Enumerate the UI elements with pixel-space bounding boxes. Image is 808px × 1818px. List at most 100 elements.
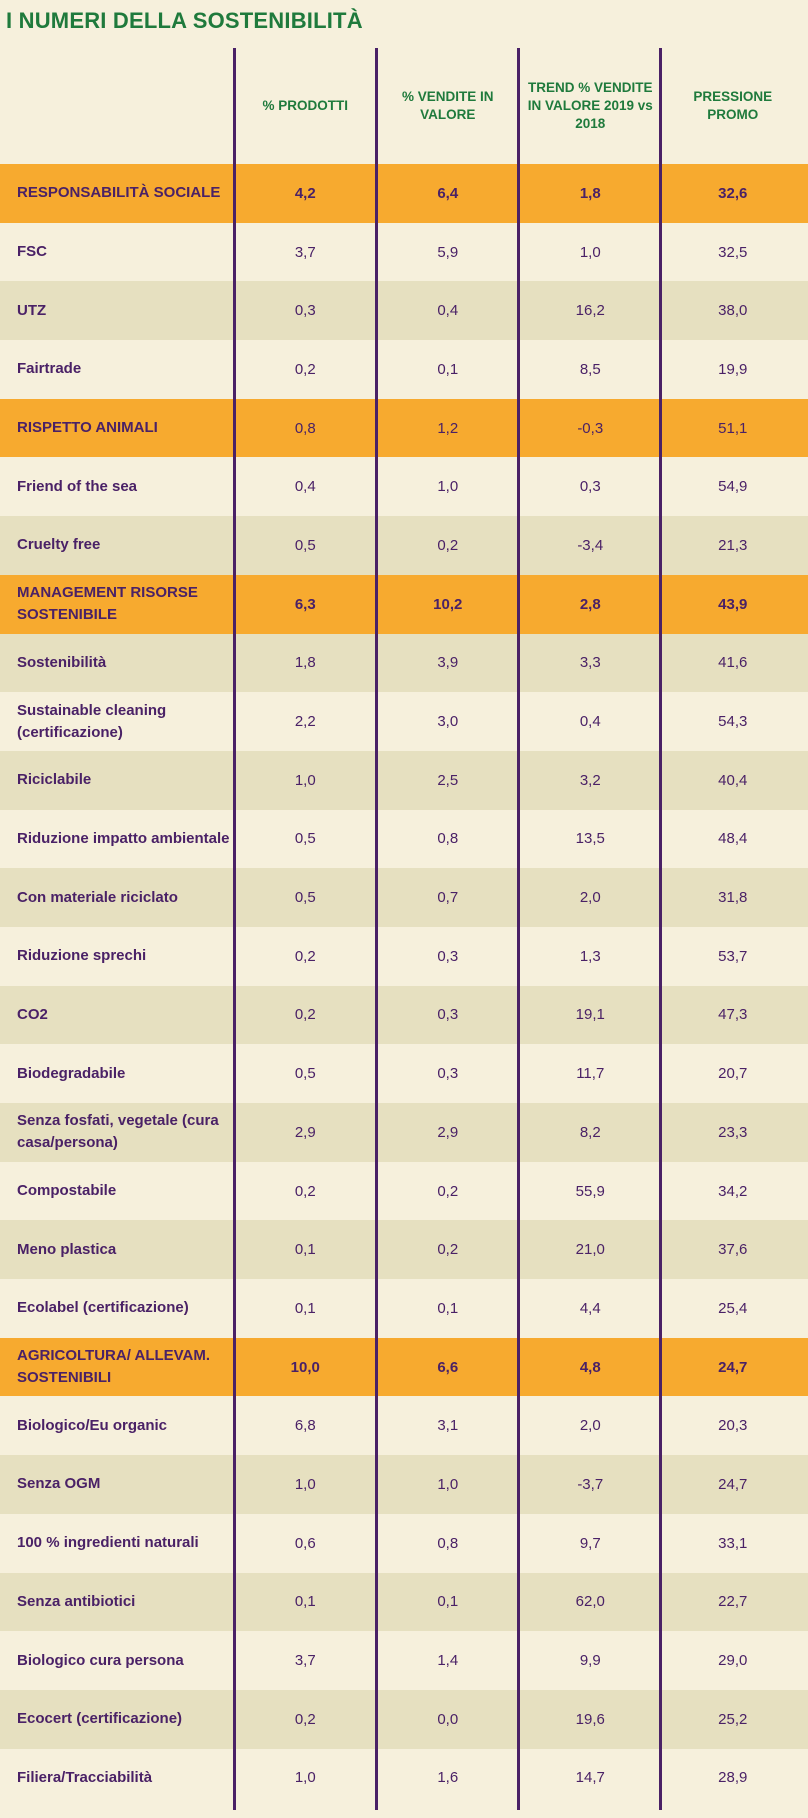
cell-trend: 19,6 (575, 1710, 605, 1728)
cell-prodotti: 0,8 (294, 419, 316, 437)
table-row: Ecocert (certificazione) 0,2 0,0 19,6 25,2 (0, 1689, 808, 1749)
cell-prodotti: 0,2 (294, 1182, 316, 1200)
table-row: Biodegradabile 0,5 0,3 11,7 20,7 (0, 1044, 808, 1103)
row-label: Ecocert (certificazione) (17, 1710, 183, 1728)
table-row: Riduzione sprechi 0,2 0,3 1,3 53,7 (0, 926, 808, 986)
cell-trend: 1,8 (579, 184, 601, 202)
cell-trend: 13,5 (575, 830, 605, 848)
cell-vendite-valore: 0,2 (437, 536, 459, 554)
sustainability-table: % PRODOTTI % VENDITE IN VALORE TREND % V… (0, 48, 808, 1808)
cell-vendite-valore: 0,4 (437, 302, 459, 320)
cell-prodotti: 0,1 (294, 1299, 316, 1317)
cell-vendite-valore: 0,1 (437, 360, 459, 378)
row-label: Biologico/Eu organic (17, 1416, 168, 1434)
table-row: UTZ 0,3 0,4 16,2 38,0 (0, 281, 808, 341)
row-label: 100 % ingredienti naturali (17, 1534, 199, 1552)
cell-vendite-valore: 0,3 (437, 947, 459, 965)
cell-vendite-valore: 1,2 (437, 419, 459, 437)
cell-prodotti: 0,2 (294, 947, 316, 965)
cell-trend: 4,4 (579, 1299, 601, 1317)
row-label: Cruelty free (17, 536, 101, 554)
cell-trend: -3,4 (577, 536, 604, 554)
cell-vendite-valore: 0,2 (437, 1241, 459, 1259)
cell-pressione-promo: 47,3 (718, 1006, 748, 1024)
cell-prodotti: 2,2 (294, 713, 316, 731)
cell-prodotti: 0,1 (294, 1241, 316, 1259)
table-row: Friend of the sea 0,4 1,0 0,3 54,9 (0, 457, 808, 517)
cell-pressione-promo: 24,7 (718, 1358, 748, 1376)
cell-prodotti: 1,8 (294, 654, 316, 672)
cell-trend: 62,0 (575, 1593, 605, 1611)
cell-prodotti: 2,9 (294, 1123, 316, 1141)
header-vendite-valore: % VENDITE IN VALORE (401, 89, 494, 122)
cell-pressione-promo: 20,7 (718, 1065, 748, 1083)
table-row: FSC 3,7 5,9 1,0 32,5 (0, 222, 808, 282)
column-divider (375, 48, 378, 1810)
row-label: AGRICOLTURA/ ALLEVAM. SOSTENIBILI (17, 1347, 211, 1387)
cell-prodotti: 0,2 (294, 1710, 316, 1728)
cell-vendite-valore: 2,9 (437, 1123, 459, 1141)
cell-pressione-promo: 37,6 (718, 1241, 748, 1259)
cell-vendite-valore: 0,8 (437, 1534, 459, 1552)
row-label: Senza antibiotici (17, 1592, 136, 1610)
row-label: MANAGEMENT RISORSE SOSTENIBILE (17, 584, 198, 624)
table-row: Sustainable cleaning (certificazione) 2,2… (0, 692, 808, 751)
table-row: Senza OGM 1,0 1,0 -3,7 24,7 (0, 1455, 808, 1514)
row-label: RESPONSABILITÀ SOCIALE (17, 184, 221, 202)
row-label: Friend of the sea (17, 477, 138, 495)
cell-trend: 0,4 (579, 713, 601, 731)
cell-prodotti: 1,0 (294, 1475, 316, 1493)
category-row: RESPONSABILITÀ SOCIALE 4,2 6,4 1,8 32,6 (0, 164, 808, 223)
cell-vendite-valore: 3,1 (437, 1417, 459, 1435)
table-row: Ecolabel (certificazione) 0,1 0,1 4,4 25,4 (0, 1279, 808, 1338)
cell-pressione-promo: 24,7 (718, 1475, 748, 1493)
cell-trend: -3,7 (577, 1475, 604, 1493)
header-prodotti: % PRODOTTI (262, 98, 348, 113)
table-row: Compostabile 0,2 0,2 55,9 34,2 (0, 1161, 808, 1221)
cell-trend: 9,7 (579, 1534, 601, 1552)
cell-prodotti: 0,6 (294, 1534, 316, 1552)
cell-pressione-promo: 40,4 (718, 771, 748, 789)
cell-vendite-valore: 0,2 (437, 1182, 459, 1200)
column-divider (233, 48, 236, 1810)
cell-prodotti: 1,0 (294, 771, 316, 789)
category-row: RISPETTO ANIMALI 0,8 1,2 -0,3 51,1 (0, 398, 808, 458)
table-header: % PRODOTTI % VENDITE IN VALORE TREND % V… (0, 48, 808, 164)
cell-vendite-valore: 1,6 (437, 1769, 459, 1787)
cell-prodotti: 0,2 (294, 360, 316, 378)
cell-pressione-promo: 32,6 (718, 184, 748, 202)
cell-prodotti: 0,5 (294, 1065, 316, 1083)
row-label: CO2 (17, 1005, 48, 1023)
cell-pressione-promo: 28,9 (718, 1769, 748, 1787)
row-label: Compostabile (17, 1182, 117, 1200)
cell-prodotti: 0,4 (294, 478, 316, 496)
cell-trend: 1,3 (579, 947, 601, 965)
cell-vendite-valore: 1,0 (437, 478, 459, 496)
cell-pressione-promo: 38,0 (718, 302, 748, 320)
row-label: Riduzione sprechi (17, 947, 147, 965)
row-label: Ecolabel (certificazione) (17, 1299, 189, 1317)
cell-pressione-promo: 21,3 (718, 536, 748, 554)
row-label: Sustainable cleaning (certificazione) (17, 701, 167, 741)
cell-prodotti: 0,5 (294, 889, 316, 907)
cell-vendite-valore: 1,4 (437, 1652, 459, 1670)
cell-prodotti: 6,3 (294, 595, 316, 613)
cell-trend: 9,9 (579, 1652, 601, 1670)
cell-trend: 1,0 (579, 243, 601, 261)
cell-pressione-promo: 23,3 (718, 1123, 748, 1141)
cell-vendite-valore: 0,1 (437, 1593, 459, 1611)
cell-trend: 21,0 (575, 1241, 605, 1259)
cell-prodotti: 10,0 (290, 1358, 320, 1376)
table-row: Biologico cura persona 3,7 1,4 9,9 29,0 (0, 1631, 808, 1690)
column-divider (517, 48, 520, 1810)
table-row: Riciclabile 1,0 2,5 3,2 40,4 (0, 750, 808, 810)
cell-vendite-valore: 0,1 (437, 1299, 459, 1317)
row-label: Biologico cura persona (17, 1651, 184, 1669)
cell-pressione-promo: 54,9 (718, 478, 748, 496)
cell-vendite-valore: 0,8 (437, 830, 459, 848)
cell-trend: 8,2 (579, 1123, 601, 1141)
cell-vendite-valore: 0,0 (437, 1710, 459, 1728)
cell-pressione-promo: 43,9 (718, 595, 748, 613)
cell-trend: 3,3 (579, 654, 601, 672)
cell-pressione-promo: 48,4 (718, 830, 748, 848)
